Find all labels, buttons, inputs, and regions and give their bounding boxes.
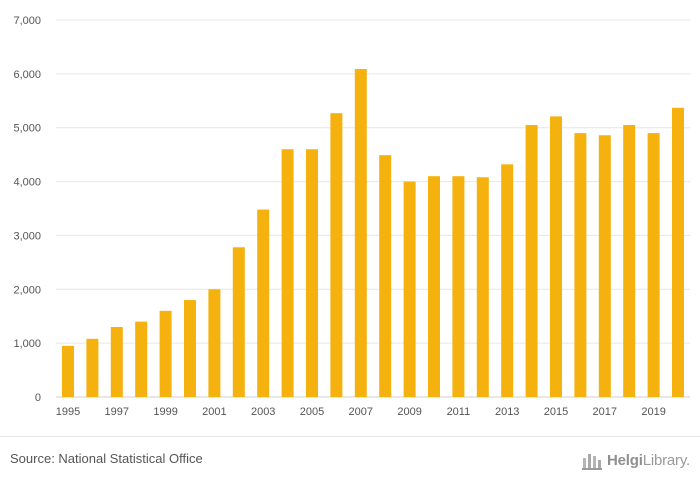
x-tick-label: 2003 (251, 406, 275, 418)
bar[interactable] (354, 69, 367, 397)
bar[interactable] (452, 176, 465, 397)
logo-text: HelgiLibrary. (607, 452, 690, 469)
logo-suffix: Library. (642, 451, 691, 469)
x-tick-label: 2015 (544, 406, 568, 418)
x-tick-label: 2013 (495, 406, 519, 418)
x-axis-tick-labels: 1995 1997 1999 2001 2003 2005 2007 2009 2011 2013… (56, 406, 666, 418)
helgilibrary-logo[interactable]: HelgiLibrary. (581, 447, 690, 473)
bar[interactable] (476, 177, 489, 397)
bar[interactable] (379, 155, 392, 397)
bar[interactable] (281, 149, 294, 397)
chart-footer: Source: National Statistical Office Helg… (0, 436, 700, 484)
bar[interactable] (184, 300, 196, 397)
bar[interactable] (647, 133, 660, 397)
bar[interactable] (306, 149, 318, 397)
bar[interactable] (62, 345, 74, 397)
y-tick-label: 0 (35, 392, 41, 404)
bar[interactable] (232, 247, 245, 397)
bar[interactable] (330, 113, 343, 398)
x-tick-label: 1999 (153, 406, 177, 418)
y-tick-label: 1,000 (13, 338, 41, 350)
bar-series (62, 69, 684, 398)
x-tick-label: 2005 (300, 406, 324, 418)
building-icon (582, 454, 602, 470)
bar[interactable] (208, 289, 221, 397)
x-tick-label: 1995 (56, 406, 80, 418)
bar[interactable] (257, 209, 270, 397)
source-note: Source: National Statistical Office (10, 451, 203, 466)
bar[interactable] (135, 321, 148, 397)
x-tick-label: 2019 (641, 406, 665, 418)
x-tick-label: 2009 (397, 406, 421, 418)
x-tick-label: 2007 (349, 406, 373, 418)
logo-brand: Helgi (607, 451, 643, 469)
bar[interactable] (598, 135, 611, 398)
bar[interactable] (501, 164, 514, 397)
bar[interactable] (159, 310, 172, 397)
x-tick-label: 2017 (593, 406, 617, 418)
x-tick-label: 1997 (105, 406, 129, 418)
y-gridlines (56, 19, 690, 398)
y-tick-label: 7,000 (13, 15, 41, 27)
bar[interactable] (428, 176, 440, 397)
bar-chart: 0 1,000 2,000 3,000 4,000 5,000 6,000 7,000 199… (13, 15, 690, 418)
bar[interactable] (110, 326, 123, 397)
bar[interactable] (86, 338, 99, 397)
x-tick-label: 2011 (447, 406, 471, 418)
bar[interactable] (403, 181, 416, 397)
bar[interactable] (574, 133, 587, 397)
y-tick-label: 5,000 (13, 123, 41, 135)
x-tick-label: 2001 (202, 406, 226, 418)
y-tick-label: 4,000 (13, 177, 41, 189)
bar[interactable] (525, 125, 538, 398)
bar[interactable] (623, 125, 636, 398)
y-tick-label: 2,000 (13, 284, 41, 296)
y-tick-label: 6,000 (13, 69, 41, 81)
bar[interactable] (550, 116, 562, 397)
bar[interactable] (672, 107, 684, 397)
y-tick-label: 3,000 (13, 230, 41, 242)
y-axis-tick-labels: 0 1,000 2,000 3,000 4,000 5,000 6,000 7,000 (13, 15, 41, 404)
